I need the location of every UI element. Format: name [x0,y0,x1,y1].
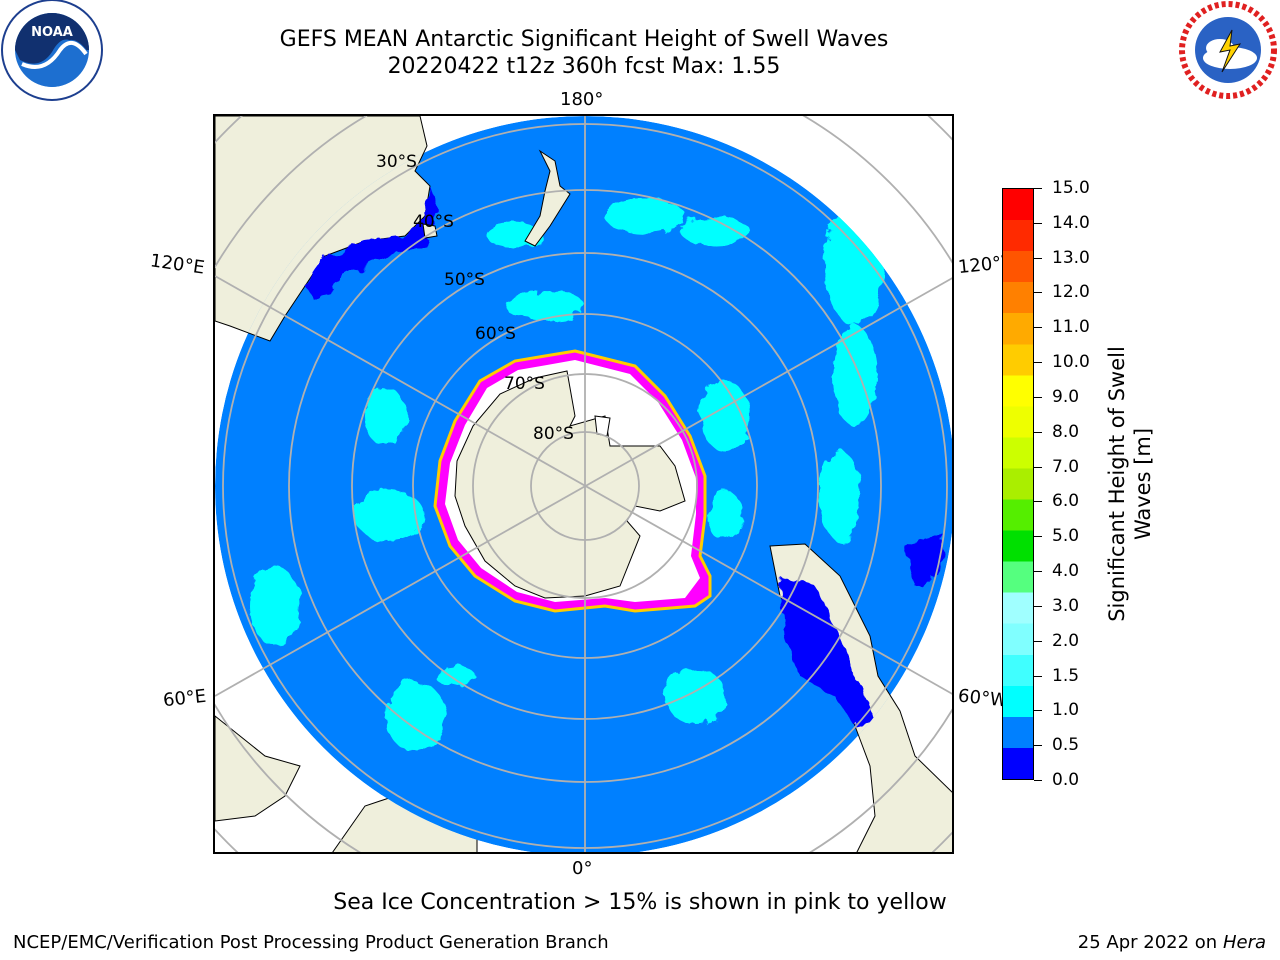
colorbar-tick [1034,362,1042,364]
colorbar-tick [1034,327,1042,329]
footer-machine: Hera [1222,932,1266,953]
colorbar-tick-label: 2.0 [1052,630,1080,651]
graticule [215,116,952,852]
colorbar-tick-label: 3.0 [1052,595,1080,616]
colorbar-tick-label: 4.0 [1052,561,1080,582]
svg-text:NOAA: NOAA [31,25,73,40]
lat-label-60s: 60°S [475,324,516,344]
colorbar-tick-label: 10.0 [1052,352,1090,373]
colorbar-tick-label: 1.0 [1052,700,1080,721]
footer-credit: NCEP/EMC/Verification Post Processing Pr… [13,932,609,953]
colorbar-tick-label: 0.5 [1052,735,1080,756]
colorbar-tick [1034,396,1042,398]
colorbar-tick [1034,780,1042,781]
title-line-2: 20220422 t12z 360h fcst Max: 1.55 [387,54,781,79]
swell-patches [250,198,885,751]
colorbar-tick [1034,605,1042,607]
colorbar-tick [1034,745,1042,747]
colorbar-tick [1034,536,1042,538]
nws-logo [1178,0,1278,100]
colorbar-label-line2: Waves [m] [1131,427,1155,541]
lon-label-120e: 120°E [148,250,206,279]
colorbar-tick-label: 1.5 [1052,665,1080,686]
sea-ice-note: Sea Ice Concentration > 15% is shown in … [333,890,947,915]
colorbar-tick-label: 5.0 [1052,526,1080,547]
colorbar-tick [1034,431,1042,433]
colorbar-tick-label: 6.0 [1052,491,1080,512]
land-antarctica [454,370,686,599]
land-new-zealand [524,149,571,247]
low-swell-patagonia [780,576,875,726]
colorbar-label-line1: Significant Height of Swell [1105,346,1129,622]
colorbar-tick [1034,501,1042,503]
lon-label-60w: 60°W [957,685,1009,712]
colorbar-tick [1034,571,1042,573]
colorbar-tick [1034,222,1042,224]
colorbar [1002,188,1034,780]
low-swell-australia [305,186,440,301]
colorbar-tick-label: 8.0 [1052,421,1080,442]
colorbar-tick [1034,292,1042,294]
colorbar-tick-label: 15.0 [1052,178,1090,198]
land-africa [215,715,301,822]
lon-label-0: 0° [572,858,593,879]
colorbar-tick-label: 7.0 [1052,456,1080,477]
colorbar-label: Significant Height of Swell Waves [m] [1104,346,1156,622]
lat-label-40s: 40°S [413,212,454,232]
title-line-1: GEFS MEAN Antarctic Significant Height o… [279,27,889,52]
colorbar-tick [1034,675,1042,677]
colorbar-tick [1034,710,1042,712]
colorbar-tick-label: 13.0 [1052,247,1090,268]
lat-label-70s: 70°S [504,374,545,394]
colorbar-tick [1034,640,1042,642]
colorbar-tick-label: 14.0 [1052,212,1090,233]
colorbar-tick-label: 11.0 [1052,317,1090,338]
lat-label-80s: 80°S [533,424,574,444]
colorbar-tick-label: 12.0 [1052,282,1090,303]
colorbar-tick [1034,188,1042,189]
lon-label-180: 180° [560,89,604,110]
polar-map [213,114,954,854]
noaa-logo: NOAA [0,0,104,104]
colorbar-tick-label: 0.0 [1052,770,1080,790]
footer-date: 25 Apr 2022 on Hera [1078,932,1266,953]
lon-label-60e: 60°E [162,685,208,712]
lat-label-30s: 30°S [376,152,417,172]
colorbar-tick [1034,466,1042,468]
colorbar-tick-label: 9.0 [1052,386,1080,407]
lat-label-50s: 50°S [444,270,485,290]
colorbar-tick [1034,257,1042,259]
footer-date-text: 25 Apr 2022 on [1077,932,1223,953]
